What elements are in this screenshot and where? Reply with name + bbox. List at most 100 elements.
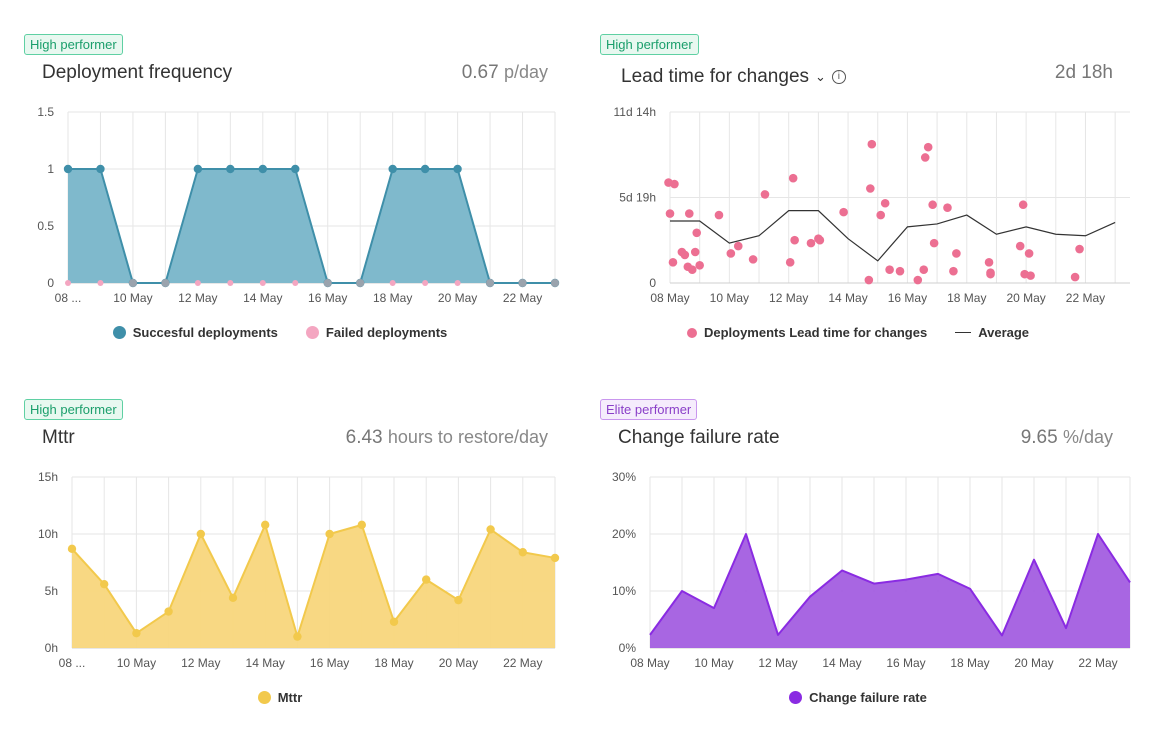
legend-swatch (955, 332, 972, 333)
x-tick-label: 10 May (694, 656, 733, 670)
data-point (389, 617, 399, 626)
legend-label: Mttr (277, 690, 303, 705)
lead-time-point (928, 200, 937, 210)
y-tick-label: 0.5 (37, 219, 54, 233)
data-point (422, 575, 431, 584)
data-point (67, 544, 77, 554)
legend-label: Succesful deployments (132, 325, 278, 340)
x-tick-label: 14 May (246, 656, 285, 670)
lead-time-point (885, 265, 894, 275)
x-tick-label: 22 May (1078, 656, 1117, 670)
data-point (226, 164, 235, 174)
legend-failed[interactable]: Failed deployments (305, 325, 448, 340)
data-point (193, 164, 203, 174)
x-tick-label: 18 May (374, 656, 413, 670)
lead-time-chart: 0 5d 19h 11d 14h 08 May 10 May 12 May 14 May 16… (614, 105, 1130, 305)
y-tick-label: 5h (45, 584, 58, 598)
x-tick-label: 12 May (178, 291, 217, 305)
failed-data-point (292, 280, 299, 286)
data-point (323, 279, 332, 287)
y-tick-label: 1 (47, 162, 54, 176)
metric-value: 6.43 hours to restore/day (346, 427, 548, 449)
x-tick-label: 16 May (888, 291, 927, 305)
x-tick-label: 22 May (1066, 291, 1105, 305)
y-tick-label: 0 (649, 276, 656, 290)
lead-time-point (680, 250, 690, 260)
y-tick-label: 10% (612, 584, 636, 598)
lead-time-point (876, 210, 886, 220)
failed-data-point (65, 280, 71, 286)
x-tick-label: 22 May (503, 291, 542, 305)
change-failure-rate-chart: 0% 10% 20% 30% 08 May 10 May 12 May 14 May 16 Ma… (612, 470, 1131, 670)
data-point (486, 525, 495, 534)
lead-time-point (684, 209, 694, 218)
lead-time-point (923, 142, 933, 152)
data-point (518, 548, 527, 557)
legend-cfr[interactable]: Change failure rate (789, 690, 927, 705)
legend-mttr[interactable]: Mttr (257, 690, 303, 705)
chevron-down-icon[interactable]: ⌄ (815, 69, 826, 84)
x-tick-label: 16 May (310, 656, 349, 670)
x-tick-label: 14 May (243, 291, 282, 305)
x-tick-label: 08 ... (55, 291, 82, 305)
lead-time-point (665, 209, 675, 218)
legend-average[interactable]: Average (955, 325, 1029, 340)
legend-swatch (112, 326, 126, 339)
x-tick-label: 12 May (758, 656, 797, 670)
lead-time-point (733, 241, 743, 251)
lead-time-point (929, 238, 939, 248)
y-tick-label: 0h (45, 641, 58, 655)
metric-unit: %/day (1062, 427, 1113, 447)
y-tick-label: 30% (612, 470, 636, 484)
x-tick-label: 08 May (630, 656, 669, 670)
chart-legend: Deployments Lead time for changes Averag… (578, 325, 1138, 340)
lead-time-point (670, 179, 679, 189)
data-point (128, 279, 137, 287)
lead-time-point (920, 153, 930, 162)
x-tick-label: 20 May (438, 291, 477, 305)
data-point (486, 279, 495, 287)
failed-data-point (227, 280, 234, 286)
legend-successful[interactable]: Succesful deployments (112, 325, 278, 340)
metric-value: 9.65 %/day (1021, 427, 1113, 449)
x-tick-label: 12 May (769, 291, 808, 305)
metric-number: 9.65 (1020, 427, 1058, 448)
performer-badge: High performer (24, 399, 123, 420)
y-tick-label: 0 (47, 276, 54, 290)
x-tick-label: 16 May (886, 656, 925, 670)
panel-title: Lead time for changes (621, 66, 810, 87)
legend-label: Failed deployments (325, 325, 448, 340)
panel-title: Mttr (42, 427, 75, 448)
lead-time-point (866, 184, 875, 193)
lead-time-point (726, 249, 736, 258)
legend-swatch (257, 691, 271, 704)
lead-time-point (919, 265, 929, 275)
lead-time-point (943, 203, 952, 212)
legend-lead-time[interactable]: Deployments Lead time for changes (686, 325, 927, 340)
y-tick-label: 5d 19h (619, 191, 656, 205)
x-tick-label: 14 May (828, 291, 867, 305)
lead-time-point (949, 266, 958, 276)
chart-legend: Mttr (0, 690, 560, 705)
failed-data-point (259, 280, 266, 286)
lead-time-point (839, 207, 848, 217)
chart-legend: Succesful deployments Failed deployments (0, 325, 560, 340)
lead-time-point (864, 275, 874, 285)
data-point (161, 279, 170, 287)
x-tick-label: 10 May (117, 656, 156, 670)
lead-time-point (668, 258, 678, 267)
metric-number: 6.43 (345, 427, 383, 448)
lead-time-point (895, 266, 905, 276)
failed-data-point (422, 280, 429, 286)
lead-time-point (1018, 200, 1028, 210)
failed-data-point (194, 280, 201, 286)
data-point (357, 520, 366, 530)
info-icon[interactable]: i (831, 70, 846, 84)
lead-time-panel: High performer Lead time for changes ⌄ i… (578, 30, 1138, 370)
data-point (454, 595, 463, 605)
x-tick-label: 22 May (503, 656, 542, 670)
data-point (228, 593, 238, 603)
x-tick-label: 10 May (710, 291, 749, 305)
data-point (518, 279, 527, 287)
lead-time-point (692, 228, 702, 238)
